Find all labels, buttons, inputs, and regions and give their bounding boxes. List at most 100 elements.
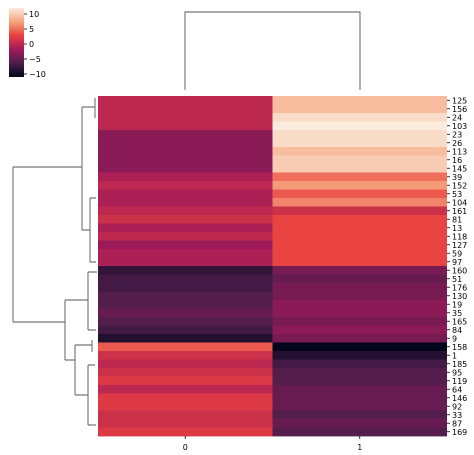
heatmap-cell [98, 104, 273, 114]
row-tick-label: 16 [452, 156, 462, 165]
heatmap-cell [98, 419, 273, 428]
row-tick-label: 39 [452, 173, 462, 182]
heatmap-cell [272, 402, 447, 411]
heatmap-cell [98, 172, 273, 182]
row-tick-label: 87 [452, 419, 462, 428]
heatmap-cell [98, 223, 273, 233]
heatmap-cell [272, 274, 447, 284]
row-tick-label: 1 [452, 351, 457, 360]
heatmap-cell [272, 351, 447, 360]
heatmap-cell [98, 402, 273, 411]
heatmap-cell [272, 232, 447, 241]
heatmap-cell [272, 164, 447, 173]
row-tick-label: 92 [452, 402, 462, 411]
row-tick-label: 145 [452, 164, 467, 173]
row-tick-label: 130 [452, 292, 467, 301]
row-tick-label: 169 [452, 428, 467, 437]
column-tick-label: 1 [357, 443, 362, 452]
row-tick-label: 104 [452, 198, 467, 207]
heatmap-cell [98, 257, 273, 267]
heatmap-cell [98, 359, 273, 369]
heatmap-cell [98, 385, 273, 394]
heatmap-cell [272, 96, 447, 105]
colorbar-tick-label: 5 [29, 25, 34, 34]
row-tick-label: 146 [452, 394, 467, 403]
row-tick-label: 165 [452, 317, 467, 326]
heatmap-cell [272, 172, 447, 182]
row-tick-label: 53 [452, 190, 462, 199]
heatmap-cell [272, 138, 447, 148]
row-tick-label: 118 [452, 232, 467, 241]
row-tick-label: 64 [452, 385, 462, 394]
heatmap-cell [98, 376, 273, 386]
heatmap-cell [98, 342, 273, 352]
heatmap-cell [98, 410, 273, 420]
row-tick-label: 127 [452, 241, 467, 250]
row-tick-label: 97 [452, 258, 462, 267]
heatmap-cell [272, 257, 447, 267]
row-tick-label: 9 [452, 334, 457, 343]
colorbar-tick-label: −10 [29, 70, 46, 79]
heatmap-cell [98, 300, 273, 309]
heatmap-cell [98, 164, 273, 173]
colorbar: 10 5 0 −5 −10 [9, 8, 46, 79]
row-tick-label: 84 [452, 326, 462, 335]
row-dendrogram-root [12, 166, 82, 323]
row-tick-label: 26 [452, 139, 462, 148]
heatmap-cell [98, 334, 273, 343]
heatmap-cell [272, 155, 447, 165]
heatmap-cell [98, 232, 273, 241]
heatmap-cell [98, 325, 273, 335]
heatmap-cell [272, 266, 447, 275]
row-dendrogram [12, 98, 97, 426]
row-dendrogram-leaves [87, 98, 97, 426]
heatmap-cell [272, 368, 447, 377]
heatmap-cell [98, 351, 273, 360]
row-tick-label: 185 [452, 360, 467, 369]
heatmap-cell [272, 283, 447, 292]
heatmap-cell [98, 155, 273, 165]
heatmap-cell [272, 410, 447, 420]
row-tick-labels: 1251562410323261131614539152531041618113… [447, 96, 467, 437]
colorbar-tick-label: −5 [29, 55, 41, 64]
heatmap-cell [272, 121, 447, 131]
heatmap-cell [272, 427, 447, 437]
heatmap-cell [272, 376, 447, 386]
row-tick-label: 24 [452, 113, 462, 122]
row-tick-label: 23 [452, 130, 462, 139]
heatmap-cell [272, 291, 447, 301]
row-dendrogram-upper [81, 106, 95, 231]
colorbar-ticks: 10 5 0 −5 −10 [24, 10, 46, 79]
heatmap-cell [98, 368, 273, 377]
row-tick-label: 103 [452, 122, 467, 131]
heatmap-cell [98, 206, 273, 216]
heatmap-cell [272, 189, 447, 199]
heatmap-cell [98, 427, 273, 437]
row-tick-label: 51 [452, 275, 462, 284]
heatmap-cell [272, 385, 447, 394]
heatmap-cell [98, 147, 273, 156]
row-tick-label: 152 [452, 181, 467, 190]
colorbar-tick-label: 0 [29, 40, 34, 49]
row-tick-label: 19 [452, 300, 462, 309]
heatmap-cell [272, 198, 447, 207]
column-dendrogram [184, 11, 361, 90]
heatmap-cell [98, 189, 273, 199]
row-tick-label: 13 [452, 224, 462, 233]
heatmap-cell [272, 393, 447, 403]
heatmap-cell [272, 334, 447, 343]
heatmap-cell [272, 147, 447, 156]
heatmap-cell [98, 249, 273, 258]
heatmap-cell [98, 266, 273, 275]
row-tick-label: 95 [452, 368, 462, 377]
heatmap-cell [272, 359, 447, 369]
heatmap-cell [98, 308, 273, 318]
row-tick-label: 160 [452, 266, 467, 275]
heatmap-cell [98, 121, 273, 131]
colorbar-tick-label: 10 [29, 10, 39, 19]
row-tick-label: 158 [452, 343, 467, 352]
heatmap-cell [272, 342, 447, 352]
heatmap-cell [272, 325, 447, 335]
heatmap-cell [272, 113, 447, 122]
